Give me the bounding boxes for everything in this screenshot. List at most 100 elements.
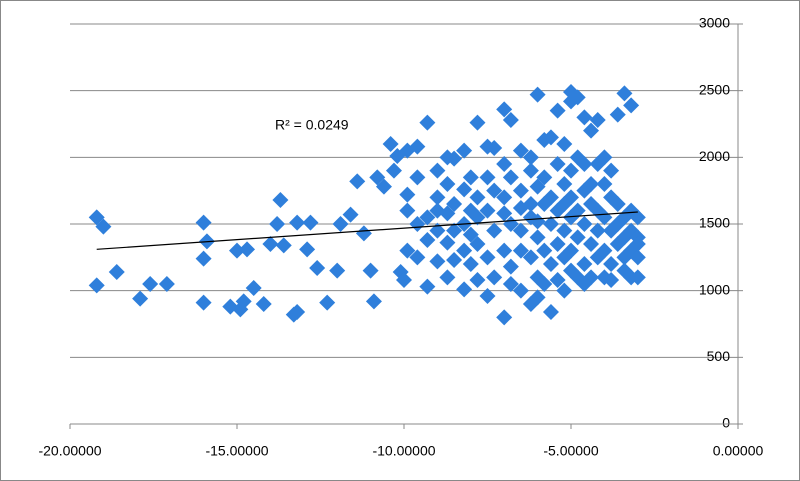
y-tick-label: 2000 [699,148,730,164]
point [616,85,633,102]
point [486,222,503,239]
point [382,136,399,152]
point [456,242,473,259]
point [262,236,279,252]
point [469,272,486,288]
point [629,236,646,252]
point [479,249,496,266]
point [536,276,553,292]
point [235,293,252,310]
point [609,196,626,212]
point [549,156,566,172]
point [529,86,546,103]
point [429,189,446,206]
annotation: R² = 0.0249 [275,117,349,133]
point [596,242,613,259]
point [429,253,446,270]
point [399,202,416,219]
point [502,112,519,128]
point [522,149,539,166]
point [549,236,566,252]
point [556,282,573,299]
point [569,89,586,106]
point [576,156,593,172]
point [446,222,463,239]
point [469,189,486,206]
point [596,176,613,192]
point [556,249,573,266]
point [369,169,386,186]
point [529,178,546,195]
point [462,169,479,186]
point [446,196,463,212]
point [589,249,606,266]
point [542,304,559,320]
point [456,142,473,159]
point [496,309,513,326]
point [229,242,245,259]
point [142,276,159,292]
point [462,256,479,272]
point [349,173,366,190]
point [439,269,456,286]
point [556,176,573,192]
point [299,241,316,258]
point [549,102,566,119]
point [496,189,513,206]
point [522,196,539,212]
point [563,189,579,206]
point [522,162,539,179]
point [456,181,473,198]
point [536,242,553,259]
point [195,250,212,267]
point [542,216,559,232]
point [439,234,456,251]
point [239,241,256,258]
point [195,294,212,311]
point [275,237,292,254]
point [486,140,503,156]
point [355,225,372,242]
point [332,216,349,232]
point [269,216,286,232]
trendline [96,211,638,250]
point [419,114,436,131]
point [556,222,573,239]
point [569,229,586,246]
point [158,276,175,292]
point [512,242,529,259]
point [486,269,503,286]
point [429,162,446,179]
point [629,209,646,226]
point [385,162,402,179]
y-tick-label: 3000 [699,15,730,31]
point [583,269,600,286]
point [542,129,559,146]
point [616,249,633,266]
point [549,272,566,288]
point [623,97,640,114]
point [302,214,319,231]
point [596,209,613,226]
point [409,249,426,266]
point [469,236,486,252]
point [245,280,262,296]
point [629,269,646,286]
point [439,176,456,192]
point [289,304,306,320]
y-tick-label: 0 [722,415,730,431]
point [479,288,496,304]
point [563,242,579,259]
point [446,150,463,167]
point [609,106,626,123]
point [512,142,529,159]
point [542,189,559,206]
point [419,232,436,248]
point [529,213,546,230]
point [576,216,593,232]
point [589,222,606,239]
point [479,169,496,186]
point [603,162,620,179]
x-tick-label: -15.00000 [205,443,268,459]
